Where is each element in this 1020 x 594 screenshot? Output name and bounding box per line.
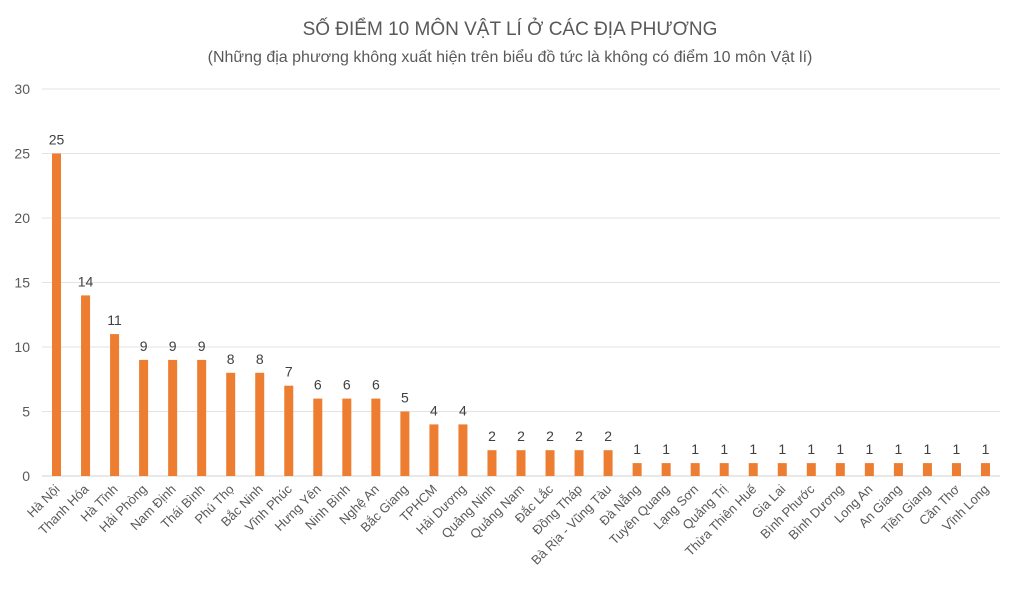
bars bbox=[52, 153, 990, 476]
bar bbox=[284, 385, 294, 476]
data-label: 4 bbox=[430, 402, 438, 418]
data-label: 9 bbox=[169, 338, 177, 354]
data-label: 2 bbox=[575, 428, 583, 444]
data-label: 1 bbox=[720, 441, 728, 457]
data-label: 9 bbox=[198, 338, 206, 354]
y-tick-label: 15 bbox=[14, 275, 30, 291]
bar bbox=[806, 463, 816, 476]
bar bbox=[110, 334, 120, 476]
data-label: 2 bbox=[488, 428, 496, 444]
data-label: 6 bbox=[343, 377, 351, 393]
data-label: 8 bbox=[227, 351, 235, 367]
y-tick-label: 25 bbox=[14, 146, 30, 162]
data-label: 1 bbox=[778, 441, 786, 457]
bar bbox=[516, 450, 526, 476]
data-label: 2 bbox=[546, 428, 554, 444]
bar bbox=[81, 295, 91, 476]
bar bbox=[313, 398, 323, 476]
data-label: 1 bbox=[865, 441, 873, 457]
bar bbox=[980, 463, 990, 476]
bar bbox=[487, 450, 497, 476]
data-label: 1 bbox=[749, 441, 757, 457]
bar bbox=[864, 463, 874, 476]
data-label: 5 bbox=[401, 390, 409, 406]
data-label: 1 bbox=[894, 441, 902, 457]
data-label: 8 bbox=[256, 351, 264, 367]
y-axis: 0 5 10 15 20 25 30 bbox=[14, 81, 30, 484]
data-label: 1 bbox=[836, 441, 844, 457]
y-tick-label: 10 bbox=[14, 339, 30, 355]
bar bbox=[603, 450, 613, 476]
y-tick-label: 0 bbox=[22, 468, 30, 484]
bar bbox=[400, 411, 410, 476]
bar bbox=[922, 463, 932, 476]
data-label: 7 bbox=[285, 364, 293, 380]
gridlines bbox=[42, 88, 1000, 477]
bar bbox=[371, 398, 381, 476]
bar bbox=[893, 463, 903, 476]
bar bbox=[951, 463, 961, 476]
bar bbox=[719, 463, 729, 476]
data-label: 6 bbox=[372, 377, 380, 393]
y-tick-label: 20 bbox=[14, 210, 30, 226]
chart-subtitle: (Những địa phương không xuất hiện trên b… bbox=[208, 48, 813, 66]
bar bbox=[690, 463, 700, 476]
bar bbox=[458, 424, 468, 476]
data-label: 6 bbox=[314, 377, 322, 393]
data-label: 1 bbox=[807, 441, 815, 457]
bar bbox=[777, 463, 787, 476]
bar bbox=[835, 463, 845, 476]
bar bbox=[342, 398, 352, 476]
bar bbox=[429, 424, 439, 476]
data-label: 11 bbox=[107, 312, 122, 328]
bar bbox=[139, 359, 149, 476]
bar bbox=[52, 153, 62, 476]
bar bbox=[661, 463, 671, 476]
data-label: 2 bbox=[517, 428, 525, 444]
data-label: 1 bbox=[924, 441, 932, 457]
data-label: 1 bbox=[953, 441, 961, 457]
data-label: 14 bbox=[78, 273, 94, 289]
bar bbox=[168, 359, 178, 476]
bar bbox=[574, 450, 584, 476]
data-label: 1 bbox=[691, 441, 699, 457]
y-tick-label: 5 bbox=[22, 404, 30, 420]
y-tick-label: 30 bbox=[14, 81, 30, 97]
bar bbox=[545, 450, 555, 476]
bar bbox=[226, 372, 236, 476]
data-label: 9 bbox=[140, 338, 148, 354]
bar bbox=[748, 463, 758, 476]
bar bbox=[632, 463, 642, 476]
data-label: 25 bbox=[49, 132, 65, 148]
data-label: 4 bbox=[459, 402, 467, 418]
data-label: 1 bbox=[662, 441, 670, 457]
data-label: 1 bbox=[982, 441, 990, 457]
data-label: 2 bbox=[604, 428, 612, 444]
bar bbox=[255, 372, 265, 476]
bar bbox=[197, 359, 207, 476]
data-label: 1 bbox=[633, 441, 641, 457]
chart-title: SỐ ĐIỂM 10 MÔN VẬT LÍ Ở CÁC ĐỊA PHƯƠNG bbox=[303, 18, 718, 40]
